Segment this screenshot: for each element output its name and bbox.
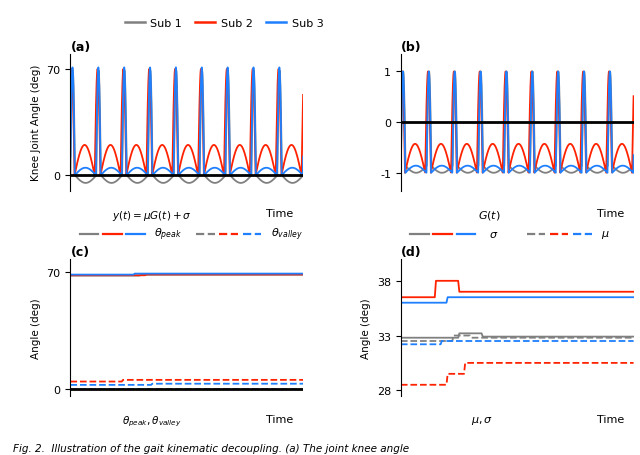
Text: $\theta_{peak}$: $\theta_{peak}$ <box>154 227 182 243</box>
Text: $\mu$: $\mu$ <box>601 229 610 241</box>
Y-axis label: Knee Joint Angle (deg): Knee Joint Angle (deg) <box>31 65 41 181</box>
Text: (a): (a) <box>70 40 91 53</box>
Text: $\sigma$: $\sigma$ <box>490 230 499 240</box>
Legend: Sub 1, Sub 2, Sub 3: Sub 1, Sub 2, Sub 3 <box>120 15 328 34</box>
Text: $G(t)$: $G(t)$ <box>478 209 500 222</box>
Text: (d): (d) <box>401 245 422 258</box>
Y-axis label: Angle (deg): Angle (deg) <box>31 298 41 358</box>
Text: $\mu,\sigma$: $\mu,\sigma$ <box>471 414 493 425</box>
Text: $\theta_{peak},\theta_{valley}$: $\theta_{peak},\theta_{valley}$ <box>122 414 182 428</box>
Text: $y(t)=\mu G(t)+\sigma$: $y(t)=\mu G(t)+\sigma$ <box>112 209 192 223</box>
Text: Time: Time <box>596 209 624 219</box>
Text: (b): (b) <box>401 40 422 53</box>
Text: (c): (c) <box>70 245 90 258</box>
Text: Time: Time <box>596 414 624 424</box>
Y-axis label: Angle (deg): Angle (deg) <box>362 298 371 358</box>
Text: Fig. 2.  Illustration of the gait kinematic decoupling. (a) The joint knee angle: Fig. 2. Illustration of the gait kinemat… <box>13 443 409 453</box>
Text: $\theta_{valley}$: $\theta_{valley}$ <box>271 227 303 243</box>
Text: Time: Time <box>266 209 294 219</box>
Text: Time: Time <box>266 414 294 424</box>
